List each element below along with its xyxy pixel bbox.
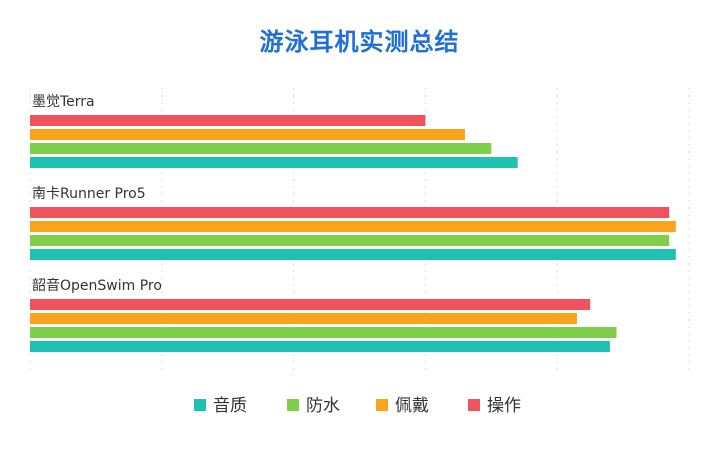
bar (30, 313, 577, 324)
bar (30, 299, 591, 310)
legend-label: 佩戴 (395, 396, 429, 416)
legend-label: 音质 (213, 396, 247, 416)
category-label: 南卡Runner Pro5 (32, 186, 146, 202)
legend-swatch (376, 399, 388, 411)
bar (30, 207, 670, 218)
legend: 音质 防水 佩戴 操作 (194, 396, 521, 416)
bar (30, 235, 670, 246)
legend-swatch (468, 399, 480, 411)
legend-swatch (194, 399, 206, 411)
bars (30, 115, 676, 352)
category-label: 墨觉Terra (32, 94, 95, 110)
legend-label: 防水 (306, 396, 340, 416)
group-labels: 墨觉Terra 南卡Runner Pro5 韶音OpenSwim Pro (32, 94, 162, 294)
bar (30, 341, 610, 352)
bar (30, 221, 676, 232)
legend-swatch (287, 399, 299, 411)
bar (30, 249, 676, 260)
bar (30, 129, 465, 140)
bar (30, 143, 492, 154)
bar (30, 157, 518, 168)
chart-title: 游泳耳机实测总结 (259, 28, 460, 56)
category-label: 韶音OpenSwim Pro (32, 277, 162, 294)
bar (30, 115, 426, 126)
legend-label: 操作 (487, 396, 521, 416)
bar (30, 327, 617, 338)
